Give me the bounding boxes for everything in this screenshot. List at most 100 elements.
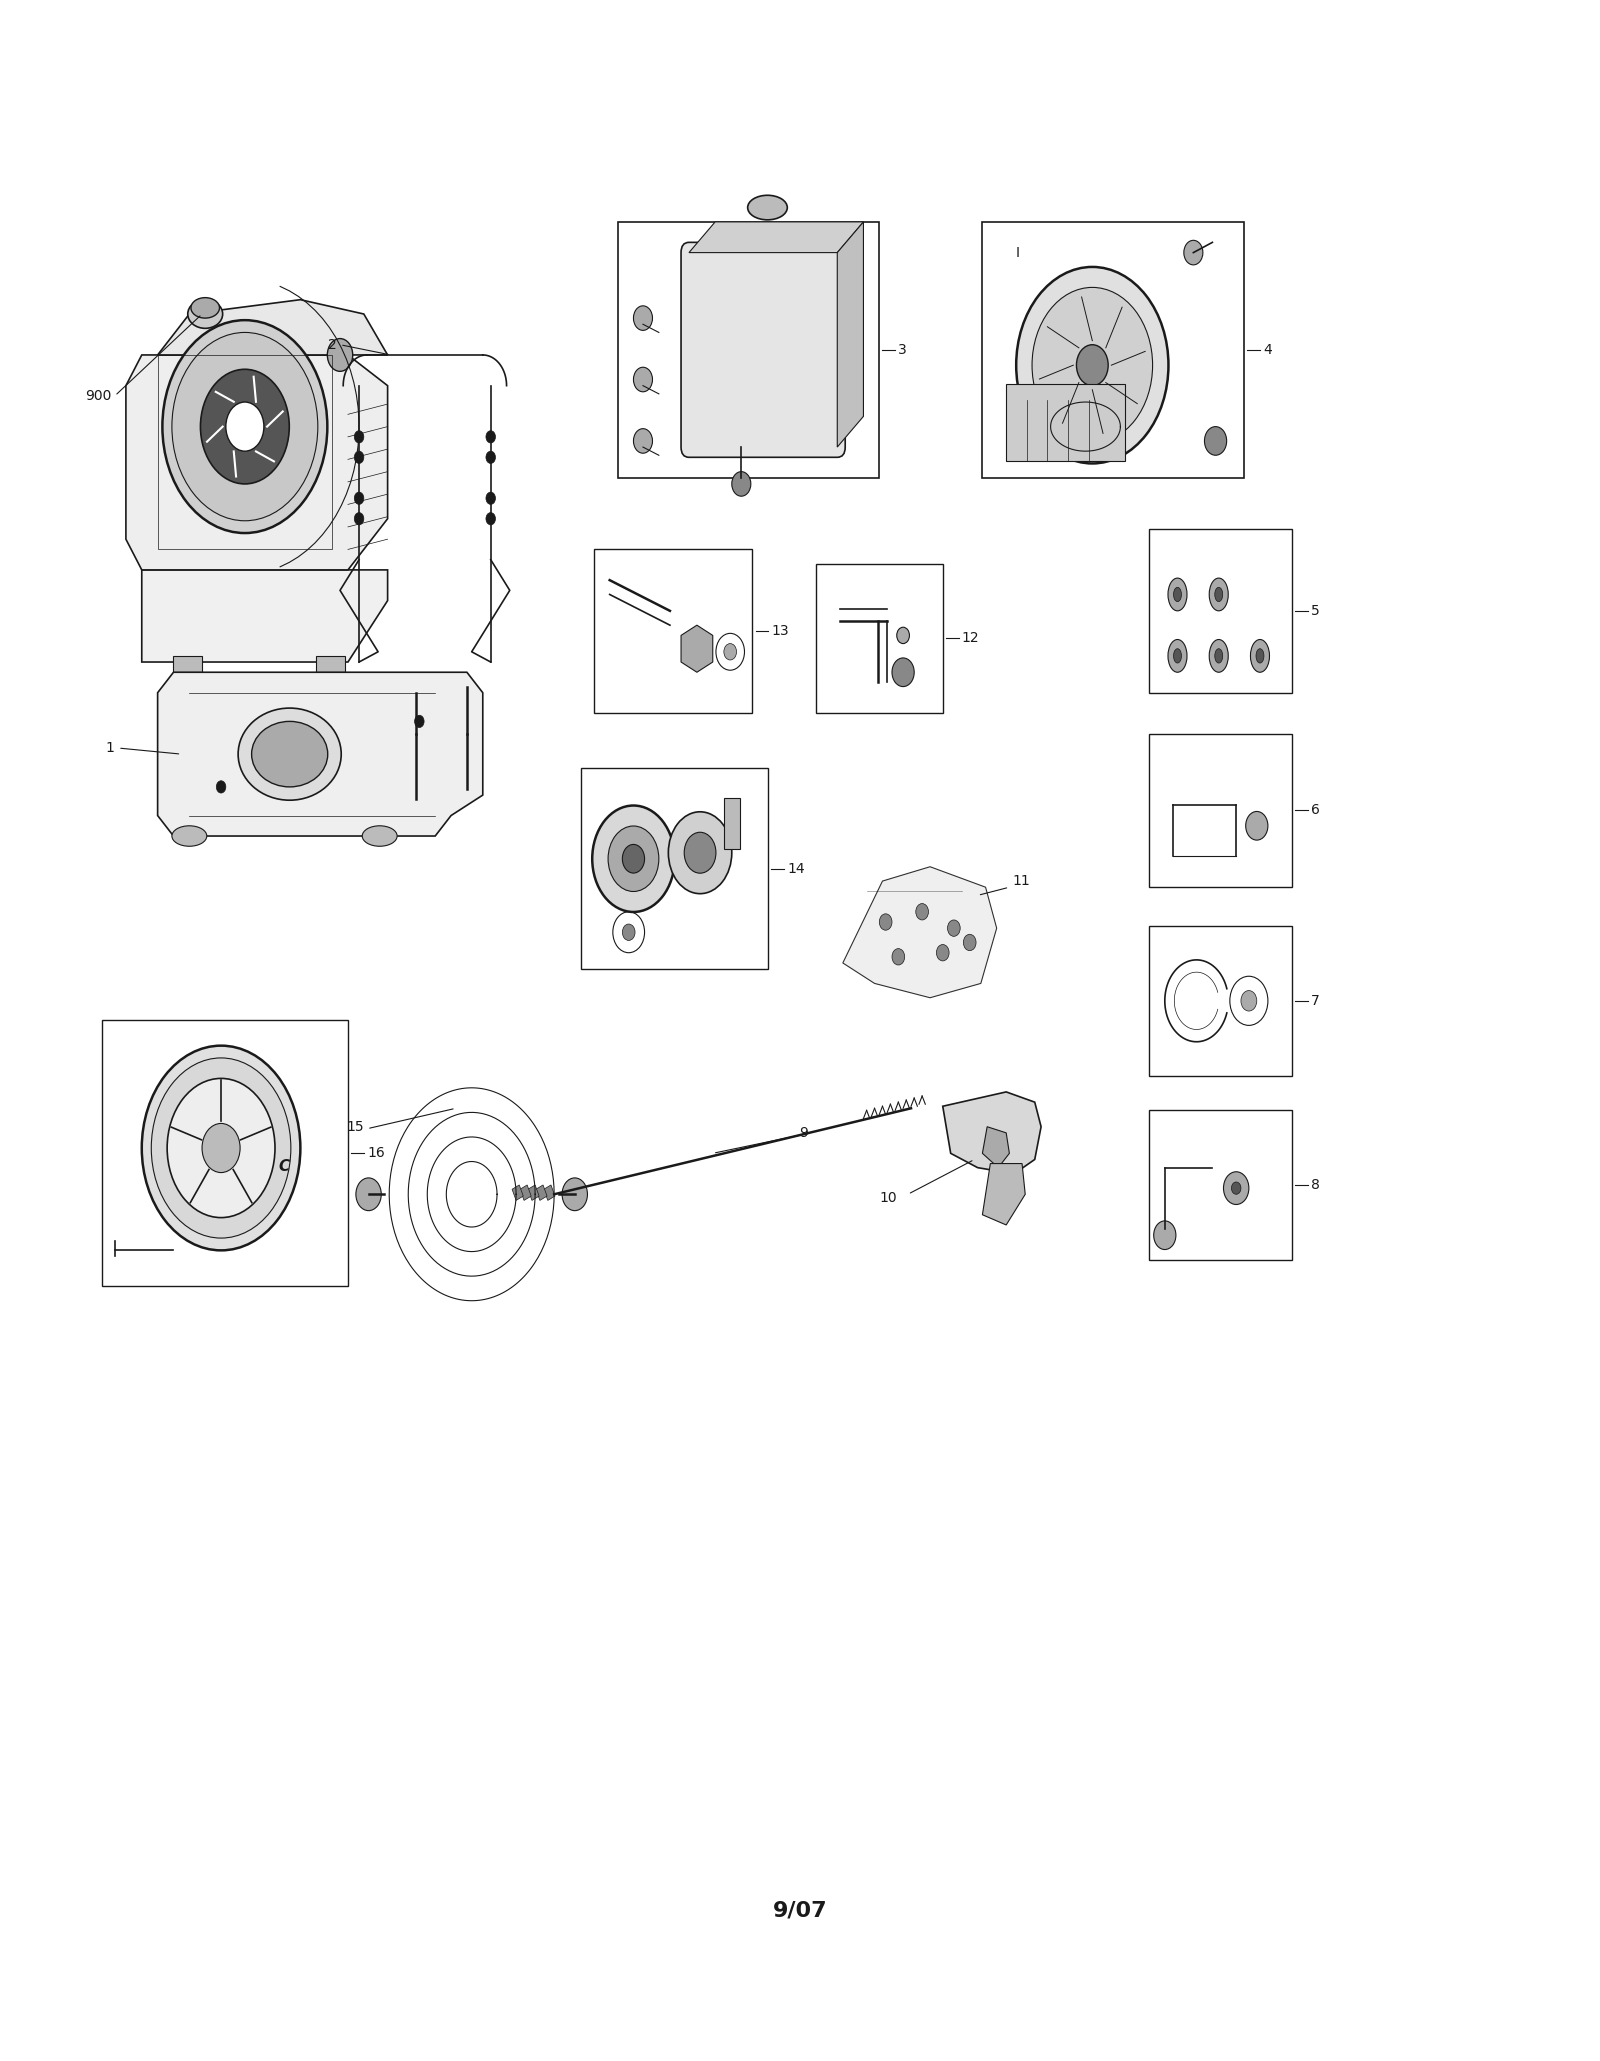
Ellipse shape <box>1256 649 1264 664</box>
Text: 4: 4 <box>1262 342 1272 357</box>
Bar <box>1149 1111 1291 1259</box>
Bar <box>581 769 768 969</box>
Ellipse shape <box>171 826 206 847</box>
Ellipse shape <box>238 709 341 800</box>
Circle shape <box>608 826 659 892</box>
Text: 15: 15 <box>346 1119 363 1134</box>
Text: 14: 14 <box>787 861 805 876</box>
Text: 5: 5 <box>1310 604 1320 618</box>
Text: 7: 7 <box>1310 993 1320 1008</box>
Circle shape <box>354 451 363 464</box>
Bar <box>723 798 739 849</box>
Ellipse shape <box>1210 639 1229 672</box>
Circle shape <box>1246 812 1267 841</box>
Text: C: C <box>278 1158 290 1175</box>
Circle shape <box>562 1179 587 1210</box>
Circle shape <box>891 657 914 686</box>
Ellipse shape <box>190 297 219 317</box>
Ellipse shape <box>362 826 397 847</box>
Bar <box>816 565 942 713</box>
Circle shape <box>1154 1220 1176 1249</box>
Circle shape <box>1205 427 1227 455</box>
Bar <box>536 1185 547 1200</box>
Circle shape <box>354 431 363 443</box>
Circle shape <box>634 367 653 392</box>
Bar <box>173 655 202 672</box>
Text: 1: 1 <box>106 742 115 754</box>
Text: 13: 13 <box>771 624 789 639</box>
Text: 2: 2 <box>328 338 338 352</box>
Ellipse shape <box>1214 587 1222 602</box>
Bar <box>618 223 880 478</box>
Circle shape <box>622 845 645 874</box>
Circle shape <box>1077 344 1109 385</box>
Bar <box>317 655 344 672</box>
Bar <box>528 1185 539 1200</box>
Circle shape <box>880 913 891 930</box>
Circle shape <box>354 493 363 505</box>
Polygon shape <box>126 354 387 571</box>
Circle shape <box>486 493 496 505</box>
Ellipse shape <box>1251 639 1269 672</box>
Ellipse shape <box>458 783 477 796</box>
Ellipse shape <box>1168 577 1187 610</box>
Circle shape <box>166 1078 275 1218</box>
Text: 900: 900 <box>85 390 112 402</box>
Polygon shape <box>942 1092 1042 1175</box>
Bar <box>1149 925 1291 1076</box>
Polygon shape <box>158 299 387 354</box>
Circle shape <box>162 319 328 534</box>
Circle shape <box>328 338 352 371</box>
Bar <box>1006 383 1125 462</box>
Circle shape <box>915 903 928 919</box>
Text: 16: 16 <box>366 1146 384 1160</box>
Ellipse shape <box>747 196 787 221</box>
Ellipse shape <box>1173 587 1181 602</box>
Bar <box>982 223 1245 478</box>
Bar <box>512 1185 523 1200</box>
FancyBboxPatch shape <box>682 243 845 458</box>
Circle shape <box>355 1179 381 1210</box>
Ellipse shape <box>251 721 328 787</box>
Polygon shape <box>142 571 387 662</box>
Polygon shape <box>982 1127 1010 1169</box>
Ellipse shape <box>1168 639 1187 672</box>
Text: 10: 10 <box>880 1191 898 1206</box>
Circle shape <box>723 643 736 660</box>
Circle shape <box>486 451 496 464</box>
Circle shape <box>226 402 264 451</box>
Ellipse shape <box>1173 649 1181 664</box>
Circle shape <box>1224 1173 1250 1204</box>
Circle shape <box>1232 1183 1242 1193</box>
Circle shape <box>685 833 715 874</box>
Circle shape <box>592 806 675 911</box>
Polygon shape <box>682 624 712 672</box>
Circle shape <box>152 1057 291 1239</box>
Circle shape <box>1016 268 1168 464</box>
Polygon shape <box>158 672 483 837</box>
Circle shape <box>1032 286 1152 443</box>
Text: 11: 11 <box>1013 874 1030 888</box>
Circle shape <box>731 472 750 497</box>
Ellipse shape <box>1210 577 1229 610</box>
Circle shape <box>486 513 496 526</box>
Polygon shape <box>843 868 997 998</box>
Circle shape <box>1242 991 1258 1012</box>
Ellipse shape <box>406 793 426 806</box>
Circle shape <box>896 627 909 643</box>
Circle shape <box>171 332 318 521</box>
Bar <box>544 1185 555 1200</box>
Circle shape <box>202 1123 240 1173</box>
Circle shape <box>669 812 731 894</box>
Polygon shape <box>690 223 864 254</box>
Circle shape <box>486 431 496 443</box>
Text: I: I <box>1016 245 1019 260</box>
Circle shape <box>200 369 290 484</box>
Circle shape <box>622 923 635 940</box>
Text: 8: 8 <box>1310 1179 1320 1191</box>
Circle shape <box>1184 241 1203 266</box>
Bar <box>102 1020 347 1286</box>
Circle shape <box>354 513 363 526</box>
Bar <box>1149 734 1291 886</box>
Ellipse shape <box>1214 649 1222 664</box>
